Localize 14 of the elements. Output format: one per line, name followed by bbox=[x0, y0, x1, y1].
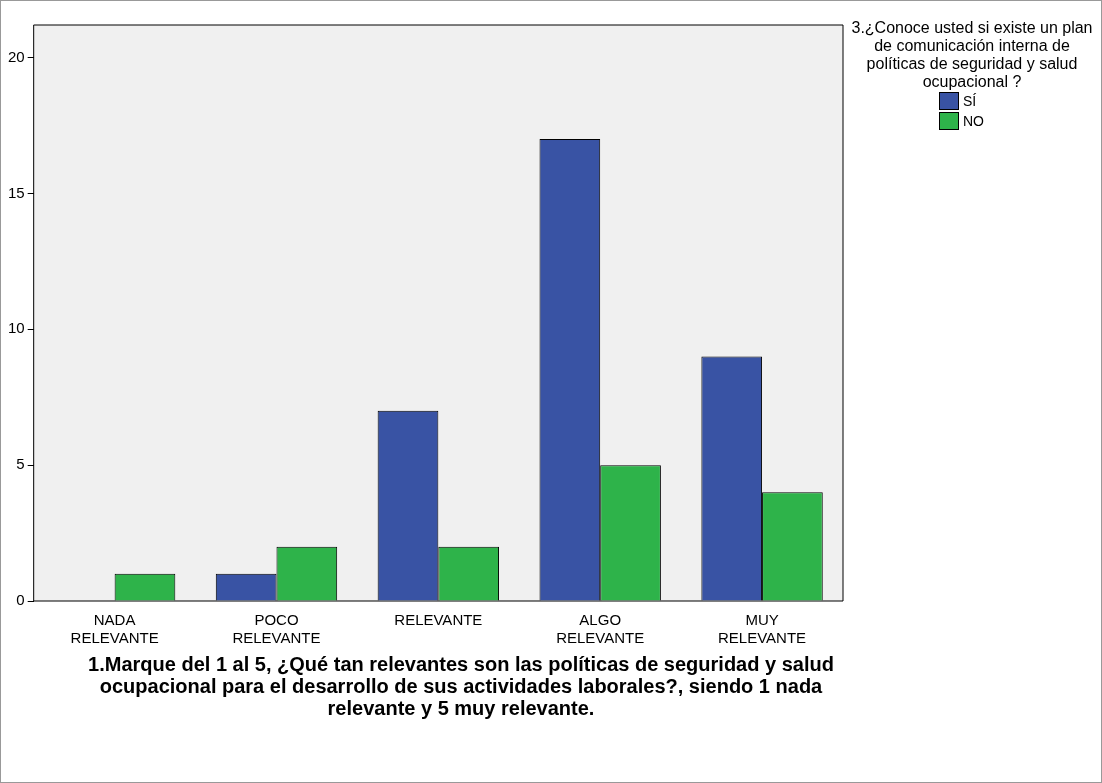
legend-label: SÍ bbox=[963, 93, 977, 109]
y-tick-label: 5 bbox=[16, 455, 25, 473]
x-tick-label: POCO RELEVANTE bbox=[232, 611, 321, 647]
y-tick-label: 15 bbox=[8, 183, 25, 201]
x-tick-label: ALGO RELEVANTE bbox=[556, 611, 645, 647]
y-tick-label: 20 bbox=[8, 47, 25, 65]
x-tick-label: RELEVANTE bbox=[394, 611, 483, 629]
x-axis-title: 1.Marque del 1 al 5, ¿Qué tan relevantes son las políticas de seguridad y salud ocupacional para el desarrollo de sus actividades laborales?, siendo 1 nada relevante y 5 muy relevante. bbox=[87, 653, 835, 719]
legend-title: 3.¿Conoce usted si existe un plan de comunicación interna de políticas de seguridad y salud ocupacional ? bbox=[850, 19, 1094, 91]
y-tick-label: 0 bbox=[16, 591, 25, 609]
y-tick-label: 10 bbox=[8, 319, 25, 337]
x-tick-label: MUY RELEVANTE bbox=[718, 611, 807, 647]
legend-label: NO bbox=[963, 113, 984, 129]
x-tick-label: NADA RELEVANTE bbox=[70, 611, 159, 647]
